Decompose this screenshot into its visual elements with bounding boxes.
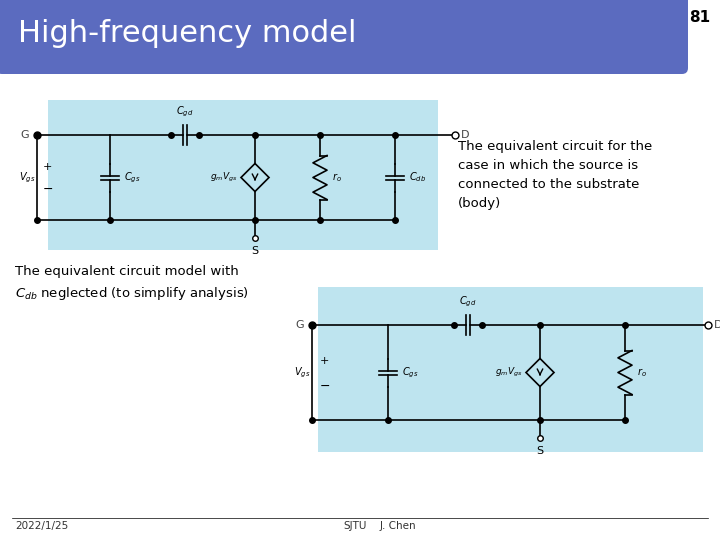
Text: $C_{gd}$: $C_{gd}$	[176, 105, 194, 119]
Text: +: +	[43, 163, 53, 172]
Text: $V_{gs}$: $V_{gs}$	[294, 365, 310, 380]
Text: D: D	[461, 130, 469, 140]
Text: D: D	[714, 320, 720, 330]
Text: G: G	[295, 320, 304, 330]
Text: The equivalent circuit model with
$C_{db}$ neglected (to simplify analysis): The equivalent circuit model with $C_{db…	[15, 265, 249, 302]
Bar	[2, 48, 682, 68]
Text: $V_{gs}$: $V_{gs}$	[19, 170, 35, 185]
Bar	[48, 100, 438, 250]
Text: High-frequency model: High-frequency model	[18, 19, 356, 49]
Text: +: +	[320, 355, 329, 366]
Text: $C_{db}$: $C_{db}$	[409, 171, 426, 184]
Text: J. Chen: J. Chen	[380, 521, 417, 531]
Text: 81: 81	[689, 10, 710, 25]
Text: $g_m V_{gs}$: $g_m V_{gs}$	[210, 171, 237, 184]
Text: $C_{gd}$: $C_{gd}$	[459, 295, 477, 309]
Text: 2022/1/25: 2022/1/25	[15, 521, 68, 531]
Text: G: G	[20, 130, 29, 140]
Text: $r_o$: $r_o$	[332, 171, 342, 184]
Text: S: S	[536, 446, 544, 456]
Text: S: S	[251, 246, 258, 256]
Text: $C_{gs}$: $C_{gs}$	[402, 365, 418, 380]
Text: −: −	[320, 380, 330, 393]
FancyBboxPatch shape	[0, 0, 688, 74]
Text: −: −	[43, 183, 53, 196]
Text: $g_m V_{gs}$: $g_m V_{gs}$	[495, 366, 522, 379]
Bar	[318, 287, 703, 452]
Text: $r_o$: $r_o$	[637, 366, 647, 379]
Text: $C_{gs}$: $C_{gs}$	[124, 170, 140, 185]
Text: SJTU: SJTU	[343, 521, 366, 531]
Text: The equivalent circuit for the
case in which the source is
connected to the subs: The equivalent circuit for the case in w…	[458, 140, 652, 210]
